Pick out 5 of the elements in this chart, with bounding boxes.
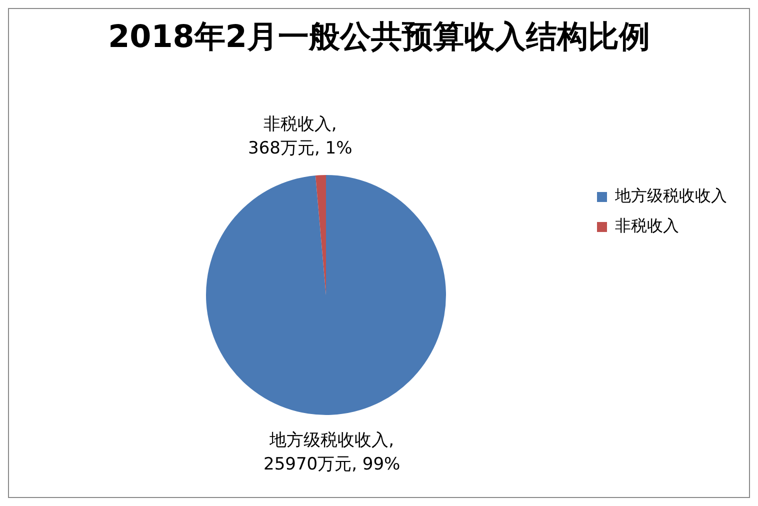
data-label: 地方级税收收入, 25970万元, 99% [264,430,400,474]
data-label: 非税收入, 368万元, 1% [248,114,352,159]
legend-label: 地方级税收收入 [614,186,727,206]
chart-title: 2018年2月一般公共预算收入结构比例 [107,18,651,57]
legend-label: 非税收入 [615,216,679,236]
